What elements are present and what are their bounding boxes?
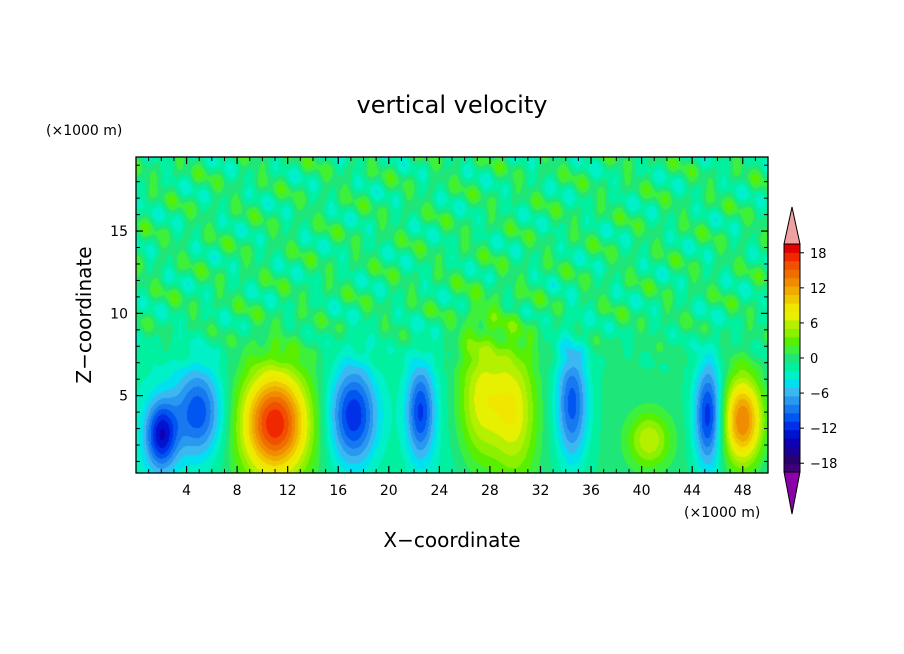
colorbar-swatch — [784, 311, 800, 321]
contour-plot — [135, 156, 769, 474]
colorbar-tick-label: −12 — [810, 422, 837, 437]
colorbar-swatch — [784, 362, 800, 372]
x-tick-label: 8 — [233, 483, 242, 499]
colorbar-swatch — [784, 252, 800, 262]
x-unit-label: (×1000 m) — [684, 505, 760, 521]
x-tick-label: 20 — [380, 483, 398, 499]
colorbar-over-arrow — [783, 206, 801, 245]
y-tick-label: 15 — [110, 224, 128, 240]
y-axis-label: Z−coordinate — [72, 246, 96, 383]
colorbar-tick-label: 6 — [810, 317, 818, 332]
colorbar-swatch — [784, 446, 800, 456]
colorbar-swatch — [784, 286, 800, 296]
colorbar-swatch — [784, 303, 800, 312]
colorbar-tick-label: −18 — [810, 457, 837, 472]
y-tick-label: 10 — [110, 306, 128, 322]
x-tick-label: 36 — [582, 483, 600, 499]
colorbar-swatch — [784, 269, 800, 279]
colorbar-swatch — [784, 404, 800, 414]
colorbar-swatch — [784, 336, 800, 346]
colorbar-swatch — [784, 353, 800, 363]
x-tick-label: 48 — [734, 483, 752, 499]
colorbar-swatch — [784, 412, 800, 422]
colorbar-swatch — [784, 387, 800, 397]
colorbar-swatch — [784, 421, 800, 431]
colorbar-tick-label: 12 — [810, 282, 827, 297]
colorbar-swatch — [784, 260, 800, 270]
colorbar-tick-label: 18 — [810, 247, 827, 262]
colorbar-under-arrow — [783, 471, 801, 515]
colorbar-swatch — [784, 328, 800, 338]
x-tick-label: 44 — [683, 483, 701, 499]
contour-field — [136, 157, 768, 473]
x-axis: 4 8 12 16 20 24 28 32 36 40 44 48 — [148, 157, 756, 499]
colorbar-swatch — [784, 429, 800, 439]
x-axis-label: X−coordinate — [383, 528, 520, 552]
colorbar-swatch — [784, 455, 800, 464]
colorbar-tick-label: −6 — [810, 387, 829, 402]
y-axis: 5 10 15 — [110, 164, 768, 462]
colorbar-swatch — [784, 463, 800, 473]
x-tick-label: 4 — [182, 483, 191, 499]
colorbar-swatch — [784, 345, 800, 355]
x-tick-label: 28 — [481, 483, 499, 499]
colorbar-swatch — [784, 294, 800, 304]
colorbar-swatch — [784, 320, 800, 329]
colorbar-swatch — [784, 379, 800, 388]
colorbar-swatch — [784, 277, 800, 287]
x-tick-label: 16 — [329, 483, 347, 499]
colorbar: −18 −12 −6 0 6 12 18 — [783, 206, 837, 515]
colorbar-swatch — [784, 370, 800, 380]
y-unit-label: (×1000 m) — [46, 123, 122, 139]
colorbar-swatch — [784, 438, 800, 448]
x-tick-label: 12 — [279, 483, 297, 499]
colorbar-tick-label: 0 — [810, 352, 818, 367]
x-tick-label: 24 — [430, 483, 448, 499]
y-tick-label: 5 — [119, 389, 128, 405]
chart-title: vertical velocity — [357, 91, 548, 119]
x-tick-label: 32 — [532, 483, 550, 499]
x-tick-label: 40 — [633, 483, 651, 499]
colorbar-swatch — [784, 396, 800, 405]
colorbar-swatch — [784, 244, 800, 253]
